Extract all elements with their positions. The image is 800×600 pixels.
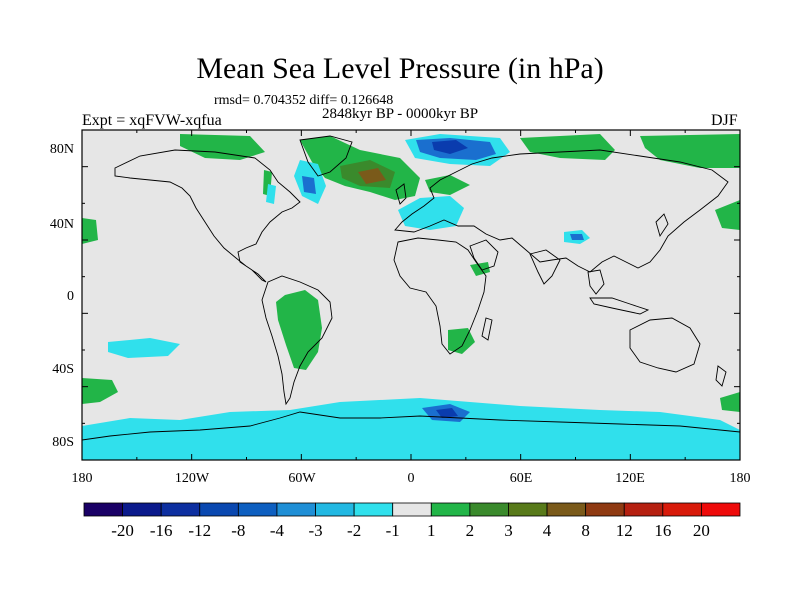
coast-india [529, 249, 561, 285]
colorbar-box [546, 502, 587, 517]
y-tick-label: 80S [52, 435, 74, 450]
tick-marks [81, 129, 741, 461]
x-tick-label: 120W [175, 471, 210, 486]
x-tick-label: 60W [288, 471, 316, 486]
positive-anomaly-region [82, 218, 98, 244]
colorbar-label: 8 [581, 521, 590, 540]
colorbar-box [585, 502, 625, 517]
colorbar-label: -20 [111, 521, 134, 540]
y-tick-label: 40N [50, 217, 74, 232]
negative-anomaly-region [82, 398, 740, 460]
colorbar: -20 -16 -12 -8 -4 -3 -2 -1 1 2 3 4 8 12 … [83, 502, 741, 540]
colorbar-box [430, 502, 471, 517]
coast-greenland [299, 135, 353, 177]
colorbar-label: 1 [427, 521, 436, 540]
x-tick-label: 180 [72, 471, 93, 486]
positive-anomaly-region [180, 134, 265, 160]
colorbar-label: -1 [386, 521, 400, 540]
strong-negative-anomaly-fields [302, 138, 584, 422]
colorbar-label: -12 [188, 521, 211, 540]
experiment-label: Expt = xqFVW-xqfua [82, 112, 222, 129]
colorbar-label: 3 [504, 521, 513, 540]
colorbar-box [662, 502, 702, 517]
coast-arabia [469, 239, 499, 271]
colorbar-label: 2 [466, 521, 475, 540]
colorbar-labels: -20 -16 -12 -8 -4 -3 -2 -1 1 2 3 4 8 12 … [111, 521, 710, 540]
colorbar-box [701, 502, 741, 517]
rmsd-diff-stats: rmsd= 0.704352 diff= 0.126648 [214, 93, 394, 108]
colorbar-label: -8 [231, 521, 245, 540]
colorbar-label: -3 [308, 521, 322, 540]
colorbar-label: -4 [270, 521, 285, 540]
colorbar-box [237, 502, 278, 517]
colorbar-box [315, 502, 355, 517]
colorbar-box [392, 502, 432, 517]
colorbar-label: 16 [654, 521, 671, 540]
coast-north-america [114, 149, 301, 283]
positive-anomaly-region [715, 200, 740, 230]
y-tick-label: 40S [52, 362, 74, 377]
colorbar-box [276, 502, 316, 517]
colorbar-label: 20 [693, 521, 710, 540]
colorbar-box [122, 502, 162, 517]
positive-anomaly-region [520, 134, 615, 160]
x-tick-label: 60E [510, 471, 533, 486]
y-tick-label: 80N [50, 142, 74, 157]
colorbar-boxes [83, 502, 741, 517]
coast-new-zealand [715, 365, 727, 387]
map-plot-area [82, 130, 740, 460]
positive-anomaly-region [425, 175, 470, 195]
x-tick-label: 0 [408, 471, 415, 486]
positive-anomaly-region [82, 378, 118, 404]
y-tick-label: 0 [67, 289, 74, 304]
coast-uk [395, 183, 407, 205]
strong-positive-anomaly-fields [340, 160, 395, 188]
strong-negative-anomaly-region [302, 176, 316, 194]
coast-africa [393, 237, 487, 355]
colorbar-label: 12 [616, 521, 633, 540]
very-strong-negative-anomaly-region [432, 140, 468, 154]
x-axis-tick-labels: 180 120W 60W 0 60E 120E 180 [72, 471, 751, 486]
time-period: 2848kyr BP - 0000kyr BP [322, 106, 479, 122]
coast-eurasia [394, 149, 729, 273]
x-tick-label: 180 [730, 471, 751, 486]
coastlines [82, 135, 740, 441]
coast-se-asia [587, 269, 605, 295]
coast-australia [629, 317, 701, 373]
positive-anomaly-fields [82, 134, 740, 412]
figure-title: Mean Sea Level Pressure (in hPa) [196, 52, 604, 85]
colorbar-label: -16 [150, 521, 173, 540]
colorbar-box [353, 502, 394, 517]
colorbar-label: -2 [347, 521, 361, 540]
colorbar-box [160, 502, 201, 517]
colorbar-box [623, 502, 664, 517]
very-strong-positive-anomaly-region [358, 168, 386, 184]
colorbar-box [469, 502, 509, 517]
coast-south-america [261, 275, 333, 406]
coast-indonesia [589, 297, 650, 315]
positive-anomaly-region [470, 262, 490, 276]
positive-anomaly-region [720, 392, 740, 412]
strong-negative-anomaly-region [570, 234, 584, 240]
y-axis-tick-labels: 80N 40N 0 40S 80S [50, 142, 74, 450]
colorbar-box [508, 502, 548, 517]
x-tick-label: 120E [615, 471, 645, 486]
negative-anomaly-region [108, 338, 180, 358]
coast-madagascar [481, 317, 493, 341]
colorbar-box [199, 502, 239, 517]
coast-japan [655, 213, 669, 238]
coast-antarctica [82, 411, 740, 441]
very-strong-negative-anomaly-region [436, 408, 458, 418]
colorbar-label: 4 [543, 521, 552, 540]
season-label: DJF [711, 112, 738, 129]
negative-anomaly-region [266, 184, 276, 204]
colorbar-box [83, 502, 123, 517]
